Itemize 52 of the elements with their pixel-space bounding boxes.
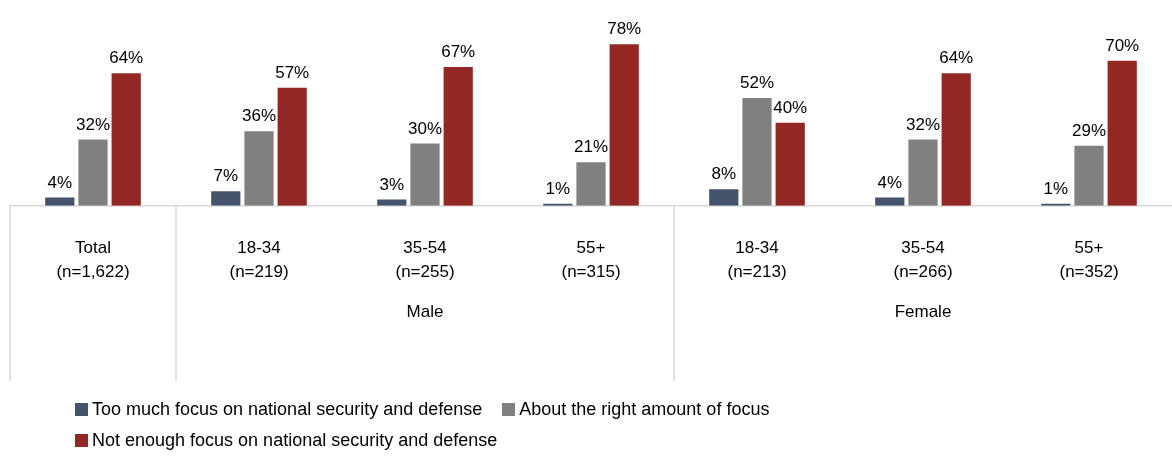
data-label: 8% [711,164,737,184]
data-label: 30% [407,118,443,138]
data-label: 1% [1043,178,1069,198]
x-tick-label: 18-34 (n=213) [727,237,787,282]
data-label: 40% [773,98,808,118]
x-tick-label: 35-54 (n=266) [893,237,953,282]
bar [609,44,639,206]
data-label: 36% [241,106,277,126]
x-tick-label: 18-34 (n=219) [229,237,289,282]
data-label: 3% [379,174,405,194]
bar [377,199,407,206]
bar [941,73,971,206]
data-label: 21% [573,137,609,157]
x-tick-label: 55+ (n=352) [1059,237,1119,282]
legend-label: Not enough focus on national security and defense [92,430,498,451]
bar [1107,60,1137,206]
data-label: 70% [1105,35,1140,55]
data-label: 32% [75,114,111,134]
bar [443,66,473,206]
bar [45,197,75,206]
bar [742,98,772,206]
text: Female [894,302,952,322]
data-label: 64% [109,48,144,68]
data-label: 4% [877,172,903,192]
bar [111,73,141,206]
text: Male [406,302,444,322]
bar [211,191,241,206]
data-label: 4% [47,172,73,192]
data-label: 52% [739,73,775,93]
data-label: 29% [1071,120,1107,140]
bar [775,122,805,206]
bar [1074,145,1104,206]
legend-label: Too much focus on national security and defense [92,399,483,420]
x-tick-label: 55+ (n=315) [561,237,621,282]
x-tick-label: Total (n=1,622) [56,237,130,282]
data-label: 64% [939,48,974,68]
data-label: 32% [905,114,941,134]
bar [244,131,274,206]
bar [908,139,938,206]
bar [875,197,905,206]
data-label: 1% [545,178,571,198]
data-label: 67% [441,42,476,62]
data-label: 7% [213,166,239,186]
bar [709,189,739,206]
bar [277,87,307,206]
bar [78,139,108,206]
bar [576,162,606,206]
data-label: 57% [275,62,310,82]
bar [410,143,440,206]
x-tick-label: 35-54 (n=255) [395,237,455,282]
legend-label: About the right amount of focus [519,399,770,420]
data-label: 78% [607,19,642,39]
